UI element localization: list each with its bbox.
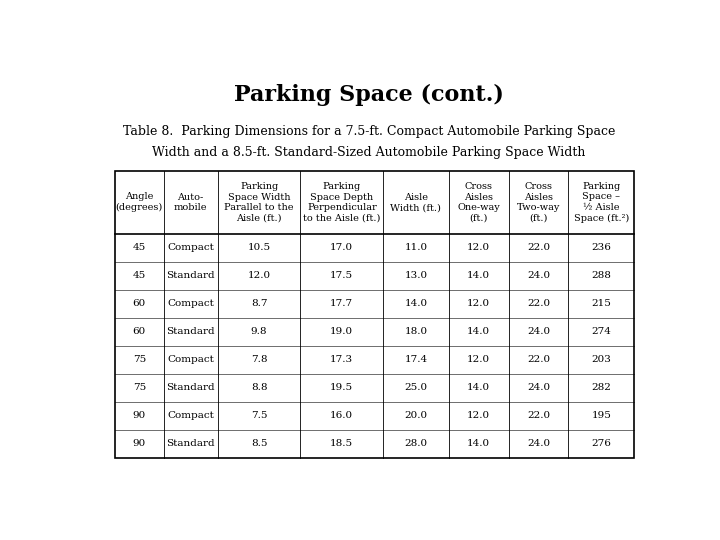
Text: 12.0: 12.0 <box>248 272 271 280</box>
Text: 24.0: 24.0 <box>527 272 550 280</box>
Text: 14.0: 14.0 <box>467 272 490 280</box>
Text: 16.0: 16.0 <box>330 411 354 420</box>
Text: 17.0: 17.0 <box>330 244 354 252</box>
Text: 20.0: 20.0 <box>405 411 428 420</box>
Text: 288: 288 <box>591 272 611 280</box>
Text: 274: 274 <box>591 327 611 336</box>
Text: 60: 60 <box>132 327 146 336</box>
Text: 19.5: 19.5 <box>330 383 354 392</box>
Text: Table 8.  Parking Dimensions for a 7.5-ft. Compact Automobile Parking Space: Table 8. Parking Dimensions for a 7.5-ft… <box>123 125 615 138</box>
Text: 28.0: 28.0 <box>405 439 428 448</box>
Text: 13.0: 13.0 <box>405 272 428 280</box>
Text: 24.0: 24.0 <box>527 383 550 392</box>
Text: 12.0: 12.0 <box>467 355 490 364</box>
Text: 7.8: 7.8 <box>251 355 267 364</box>
Text: 17.7: 17.7 <box>330 299 354 308</box>
Text: 276: 276 <box>591 439 611 448</box>
Text: Compact: Compact <box>167 411 214 420</box>
Text: 11.0: 11.0 <box>405 244 428 252</box>
Text: 18.5: 18.5 <box>330 439 354 448</box>
Text: Compact: Compact <box>167 244 214 252</box>
Text: Width and a 8.5-ft. Standard-Sized Automobile Parking Space Width: Width and a 8.5-ft. Standard-Sized Autom… <box>153 146 585 159</box>
Text: 22.0: 22.0 <box>527 355 550 364</box>
Text: 24.0: 24.0 <box>527 439 550 448</box>
Text: Parking
Space Depth
Perpendicular
to the Aisle (ft.): Parking Space Depth Perpendicular to the… <box>303 182 380 223</box>
Text: 8.5: 8.5 <box>251 439 267 448</box>
Text: 10.5: 10.5 <box>248 244 271 252</box>
Text: Standard: Standard <box>166 327 215 336</box>
Text: Cross
Aisles
One-way
(ft.): Cross Aisles One-way (ft.) <box>457 182 500 223</box>
Text: 17.5: 17.5 <box>330 272 354 280</box>
Text: 215: 215 <box>591 299 611 308</box>
Text: 90: 90 <box>132 411 146 420</box>
Text: 45: 45 <box>132 244 146 252</box>
Text: 14.0: 14.0 <box>405 299 428 308</box>
Text: 22.0: 22.0 <box>527 244 550 252</box>
Text: 282: 282 <box>591 383 611 392</box>
Text: 8.7: 8.7 <box>251 299 267 308</box>
Text: 12.0: 12.0 <box>467 299 490 308</box>
Text: 22.0: 22.0 <box>527 299 550 308</box>
Text: 7.5: 7.5 <box>251 411 267 420</box>
Text: 24.0: 24.0 <box>527 327 550 336</box>
Text: 203: 203 <box>591 355 611 364</box>
Text: Auto-
mobile: Auto- mobile <box>174 193 207 212</box>
Text: 25.0: 25.0 <box>405 383 428 392</box>
Text: Aisle
Width (ft.): Aisle Width (ft.) <box>390 193 441 212</box>
Text: 236: 236 <box>591 244 611 252</box>
Text: Parking
Space Width
Parallel to the
Aisle (ft.): Parking Space Width Parallel to the Aisl… <box>225 182 294 223</box>
Text: 17.4: 17.4 <box>405 355 428 364</box>
Text: Parking Space (cont.): Parking Space (cont.) <box>234 84 504 106</box>
Text: 8.8: 8.8 <box>251 383 267 392</box>
Text: Standard: Standard <box>166 439 215 448</box>
Text: 14.0: 14.0 <box>467 439 490 448</box>
Text: 60: 60 <box>132 299 146 308</box>
Text: Standard: Standard <box>166 383 215 392</box>
Text: 18.0: 18.0 <box>405 327 428 336</box>
Text: 14.0: 14.0 <box>467 383 490 392</box>
Text: 75: 75 <box>132 355 146 364</box>
Text: 22.0: 22.0 <box>527 411 550 420</box>
Text: 90: 90 <box>132 439 146 448</box>
Text: Angle
(degrees): Angle (degrees) <box>116 192 163 212</box>
Text: 75: 75 <box>132 383 146 392</box>
Text: Standard: Standard <box>166 272 215 280</box>
Text: Parking
Space –
½ Aisle
Space (ft.²): Parking Space – ½ Aisle Space (ft.²) <box>574 181 629 223</box>
Text: 9.8: 9.8 <box>251 327 267 336</box>
Text: Cross
Aisles
Two-way
(ft.): Cross Aisles Two-way (ft.) <box>517 182 560 223</box>
Text: 195: 195 <box>591 411 611 420</box>
Text: 12.0: 12.0 <box>467 244 490 252</box>
Text: 45: 45 <box>132 272 146 280</box>
Text: 14.0: 14.0 <box>467 327 490 336</box>
Text: 12.0: 12.0 <box>467 411 490 420</box>
Text: Compact: Compact <box>167 355 214 364</box>
Text: 19.0: 19.0 <box>330 327 354 336</box>
Text: Compact: Compact <box>167 299 214 308</box>
Text: 17.3: 17.3 <box>330 355 354 364</box>
